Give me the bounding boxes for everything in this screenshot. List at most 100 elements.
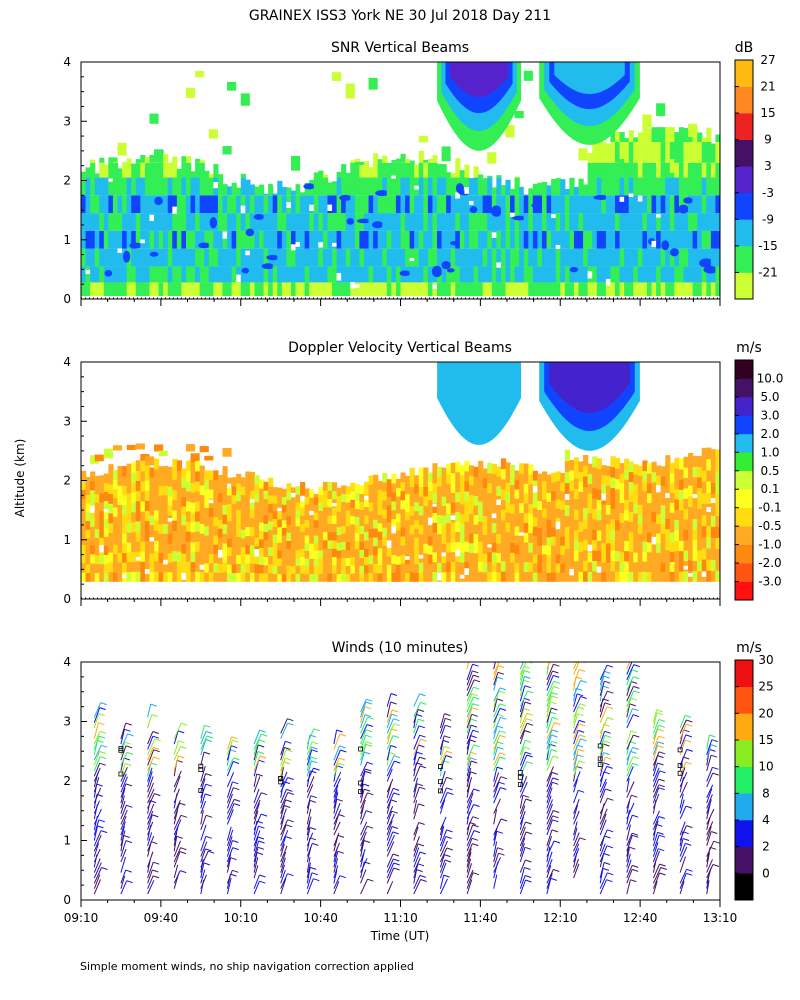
snr-cell — [578, 148, 588, 161]
snr-cell — [569, 266, 575, 283]
doppler-cell — [377, 489, 383, 499]
doppler-cell — [541, 544, 548, 555]
doppler-cell — [341, 493, 347, 503]
wind-barb — [439, 717, 452, 734]
wind-barb-shaft — [679, 843, 686, 857]
doppler-cell — [122, 485, 128, 496]
doppler-cell — [473, 552, 479, 563]
doppler-cell — [332, 482, 338, 492]
doppler-cell — [468, 532, 475, 544]
wind-barb — [280, 873, 294, 889]
doppler-cell — [701, 481, 707, 493]
doppler-cell — [176, 510, 183, 522]
wind-barb — [519, 670, 531, 686]
wind-barb-shaft — [93, 843, 99, 857]
wind-barb-shaft — [652, 784, 660, 798]
wind-barb-shaft — [360, 729, 367, 745]
wind-barb — [413, 800, 418, 814]
doppler-cell — [345, 494, 351, 503]
snr-cell — [478, 266, 484, 283]
snr-cell — [350, 248, 356, 267]
doppler-cell — [697, 456, 703, 468]
doppler-cell — [656, 552, 662, 563]
wind-barb-flag — [499, 687, 507, 691]
doppler-cell — [715, 515, 720, 527]
doppler-cell — [154, 560, 160, 572]
wind-barb — [360, 878, 374, 895]
wind-barb-shaft — [413, 826, 419, 841]
wind-barb — [173, 746, 187, 761]
doppler-cell — [706, 536, 712, 549]
snr-cell — [541, 282, 548, 297]
wind-barb-shaft — [413, 836, 420, 852]
snr-cell — [551, 230, 557, 249]
wind-barb — [519, 675, 531, 691]
doppler-cell — [227, 494, 233, 505]
wind-barb — [280, 819, 294, 836]
wind-barb — [253, 776, 261, 793]
snr-cell — [85, 248, 91, 267]
snr-cell — [423, 230, 429, 249]
doppler-cell — [541, 480, 548, 491]
doppler-cell — [710, 526, 717, 538]
snr-cell — [123, 250, 131, 263]
wind-barb-flag — [285, 749, 293, 753]
snr-cell — [382, 213, 388, 231]
snr-cell — [427, 213, 434, 231]
wind-barb-shaft — [226, 877, 232, 895]
snr-cell — [615, 230, 621, 249]
doppler-cell — [514, 507, 520, 518]
doppler-cell — [204, 544, 210, 555]
doppler-cell — [373, 563, 379, 573]
snr-cell — [185, 195, 192, 214]
doppler-cell — [354, 492, 361, 501]
snr-cell — [199, 213, 205, 231]
wind-barb-shaft — [493, 735, 501, 750]
doppler-cell — [158, 475, 164, 487]
doppler-cell — [459, 465, 465, 476]
wind-barb-flag — [469, 739, 476, 743]
doppler-cell — [688, 538, 694, 550]
wind-barb — [573, 789, 585, 804]
doppler-cell — [85, 572, 91, 582]
doppler-cell — [610, 539, 616, 551]
doppler-cell — [318, 533, 324, 543]
snr-cell — [181, 282, 187, 297]
doppler-cell — [514, 488, 520, 499]
snr-cell — [266, 254, 280, 261]
snr-cell — [263, 248, 269, 267]
wind-barb — [493, 734, 506, 750]
snr-cell — [487, 266, 493, 283]
wind-barb — [200, 778, 206, 793]
doppler-cell — [633, 551, 639, 563]
doppler-cell — [496, 552, 502, 563]
wind-barb — [280, 771, 288, 788]
snr-cell — [523, 195, 529, 214]
doppler-cell — [587, 483, 593, 494]
wind-barb-flag — [420, 701, 427, 705]
snr-cell — [290, 248, 297, 267]
doppler-cell — [154, 444, 164, 452]
wind-barb-shaft — [599, 690, 608, 707]
doppler-cell — [615, 458, 621, 469]
snr-cell — [154, 230, 160, 249]
doppler-cell — [674, 560, 680, 572]
doppler-cell — [176, 571, 183, 582]
wind-barb-shaft — [573, 749, 579, 766]
wind-barb-shaft — [413, 857, 421, 873]
wind-barb-flag — [498, 852, 505, 856]
doppler-cell — [656, 561, 662, 573]
snr-cell — [633, 230, 639, 249]
wind-barb-shaft — [360, 869, 367, 884]
wind-barb-shaft — [493, 741, 498, 755]
snr-cell — [249, 184, 256, 196]
doppler-cell — [678, 550, 685, 562]
wind-barb-flag — [310, 866, 317, 870]
snr-cell — [90, 159, 96, 163]
snr-cell — [158, 248, 164, 267]
wind-barb — [546, 729, 559, 745]
snr-cell — [555, 266, 561, 283]
doppler-cell — [313, 573, 319, 582]
snr-cell — [633, 213, 639, 231]
doppler-cell — [478, 571, 484, 582]
